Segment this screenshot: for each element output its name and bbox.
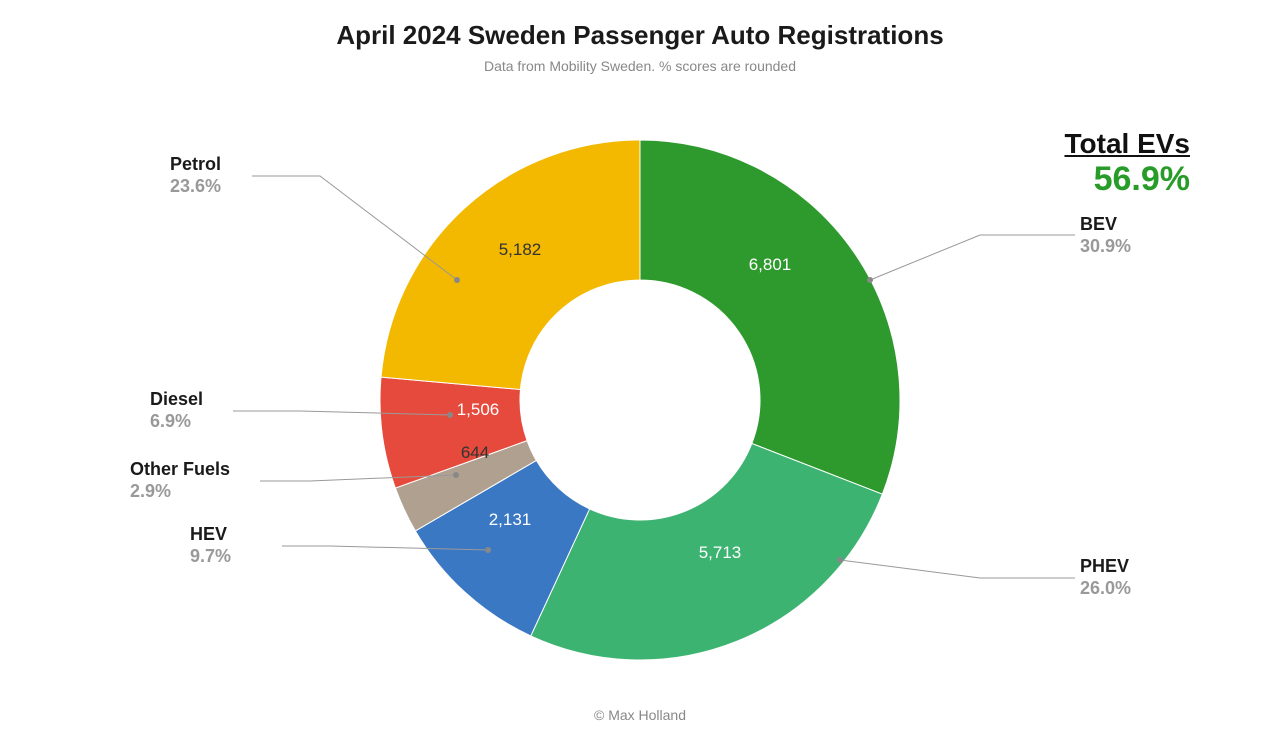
value-bev: 6,801 <box>749 255 792 274</box>
leader-bev <box>870 235 1075 280</box>
label-name-phev: PHEV <box>1080 556 1129 576</box>
leader-dot-icon <box>867 277 873 283</box>
leader-dot-icon <box>837 557 843 563</box>
label-name-petrol: Petrol <box>170 154 221 174</box>
label-pct-petrol: 23.6% <box>170 176 221 196</box>
value-diesel: 1,506 <box>457 400 500 419</box>
label-name-hev: HEV <box>190 524 227 544</box>
leader-dot-icon <box>447 412 453 418</box>
donut-chart: BEV30.9% PHEV26.0% HEV9.7% Other Fuels2.9% D… <box>0 0 1280 741</box>
label-name-other-fuels: Other Fuels <box>130 459 230 479</box>
label-name-bev: BEV <box>1080 214 1117 234</box>
label-pct-bev: 30.9% <box>1080 236 1131 256</box>
label-pct-phev: 26.0% <box>1080 578 1131 598</box>
label-pct-hev: 9.7% <box>190 546 231 566</box>
slice-bev <box>640 140 900 494</box>
leader-dot-icon <box>453 472 459 478</box>
value-other-fuels: 644 <box>461 443 489 462</box>
label-pct-other-fuels: 2.9% <box>130 481 171 501</box>
leader-phev <box>840 560 1075 578</box>
leader-dot-icon <box>454 277 460 283</box>
value-petrol: 5,182 <box>499 240 542 259</box>
slice-petrol <box>381 140 640 389</box>
value-phev: 5,713 <box>699 543 742 562</box>
chart-container: { "chart": { "type": "donut", "title": "… <box>0 0 1280 741</box>
leader-dot-icon <box>485 547 491 553</box>
label-pct-diesel: 6.9% <box>150 411 191 431</box>
value-hev: 2,131 <box>489 510 532 529</box>
label-name-diesel: Diesel <box>150 389 203 409</box>
